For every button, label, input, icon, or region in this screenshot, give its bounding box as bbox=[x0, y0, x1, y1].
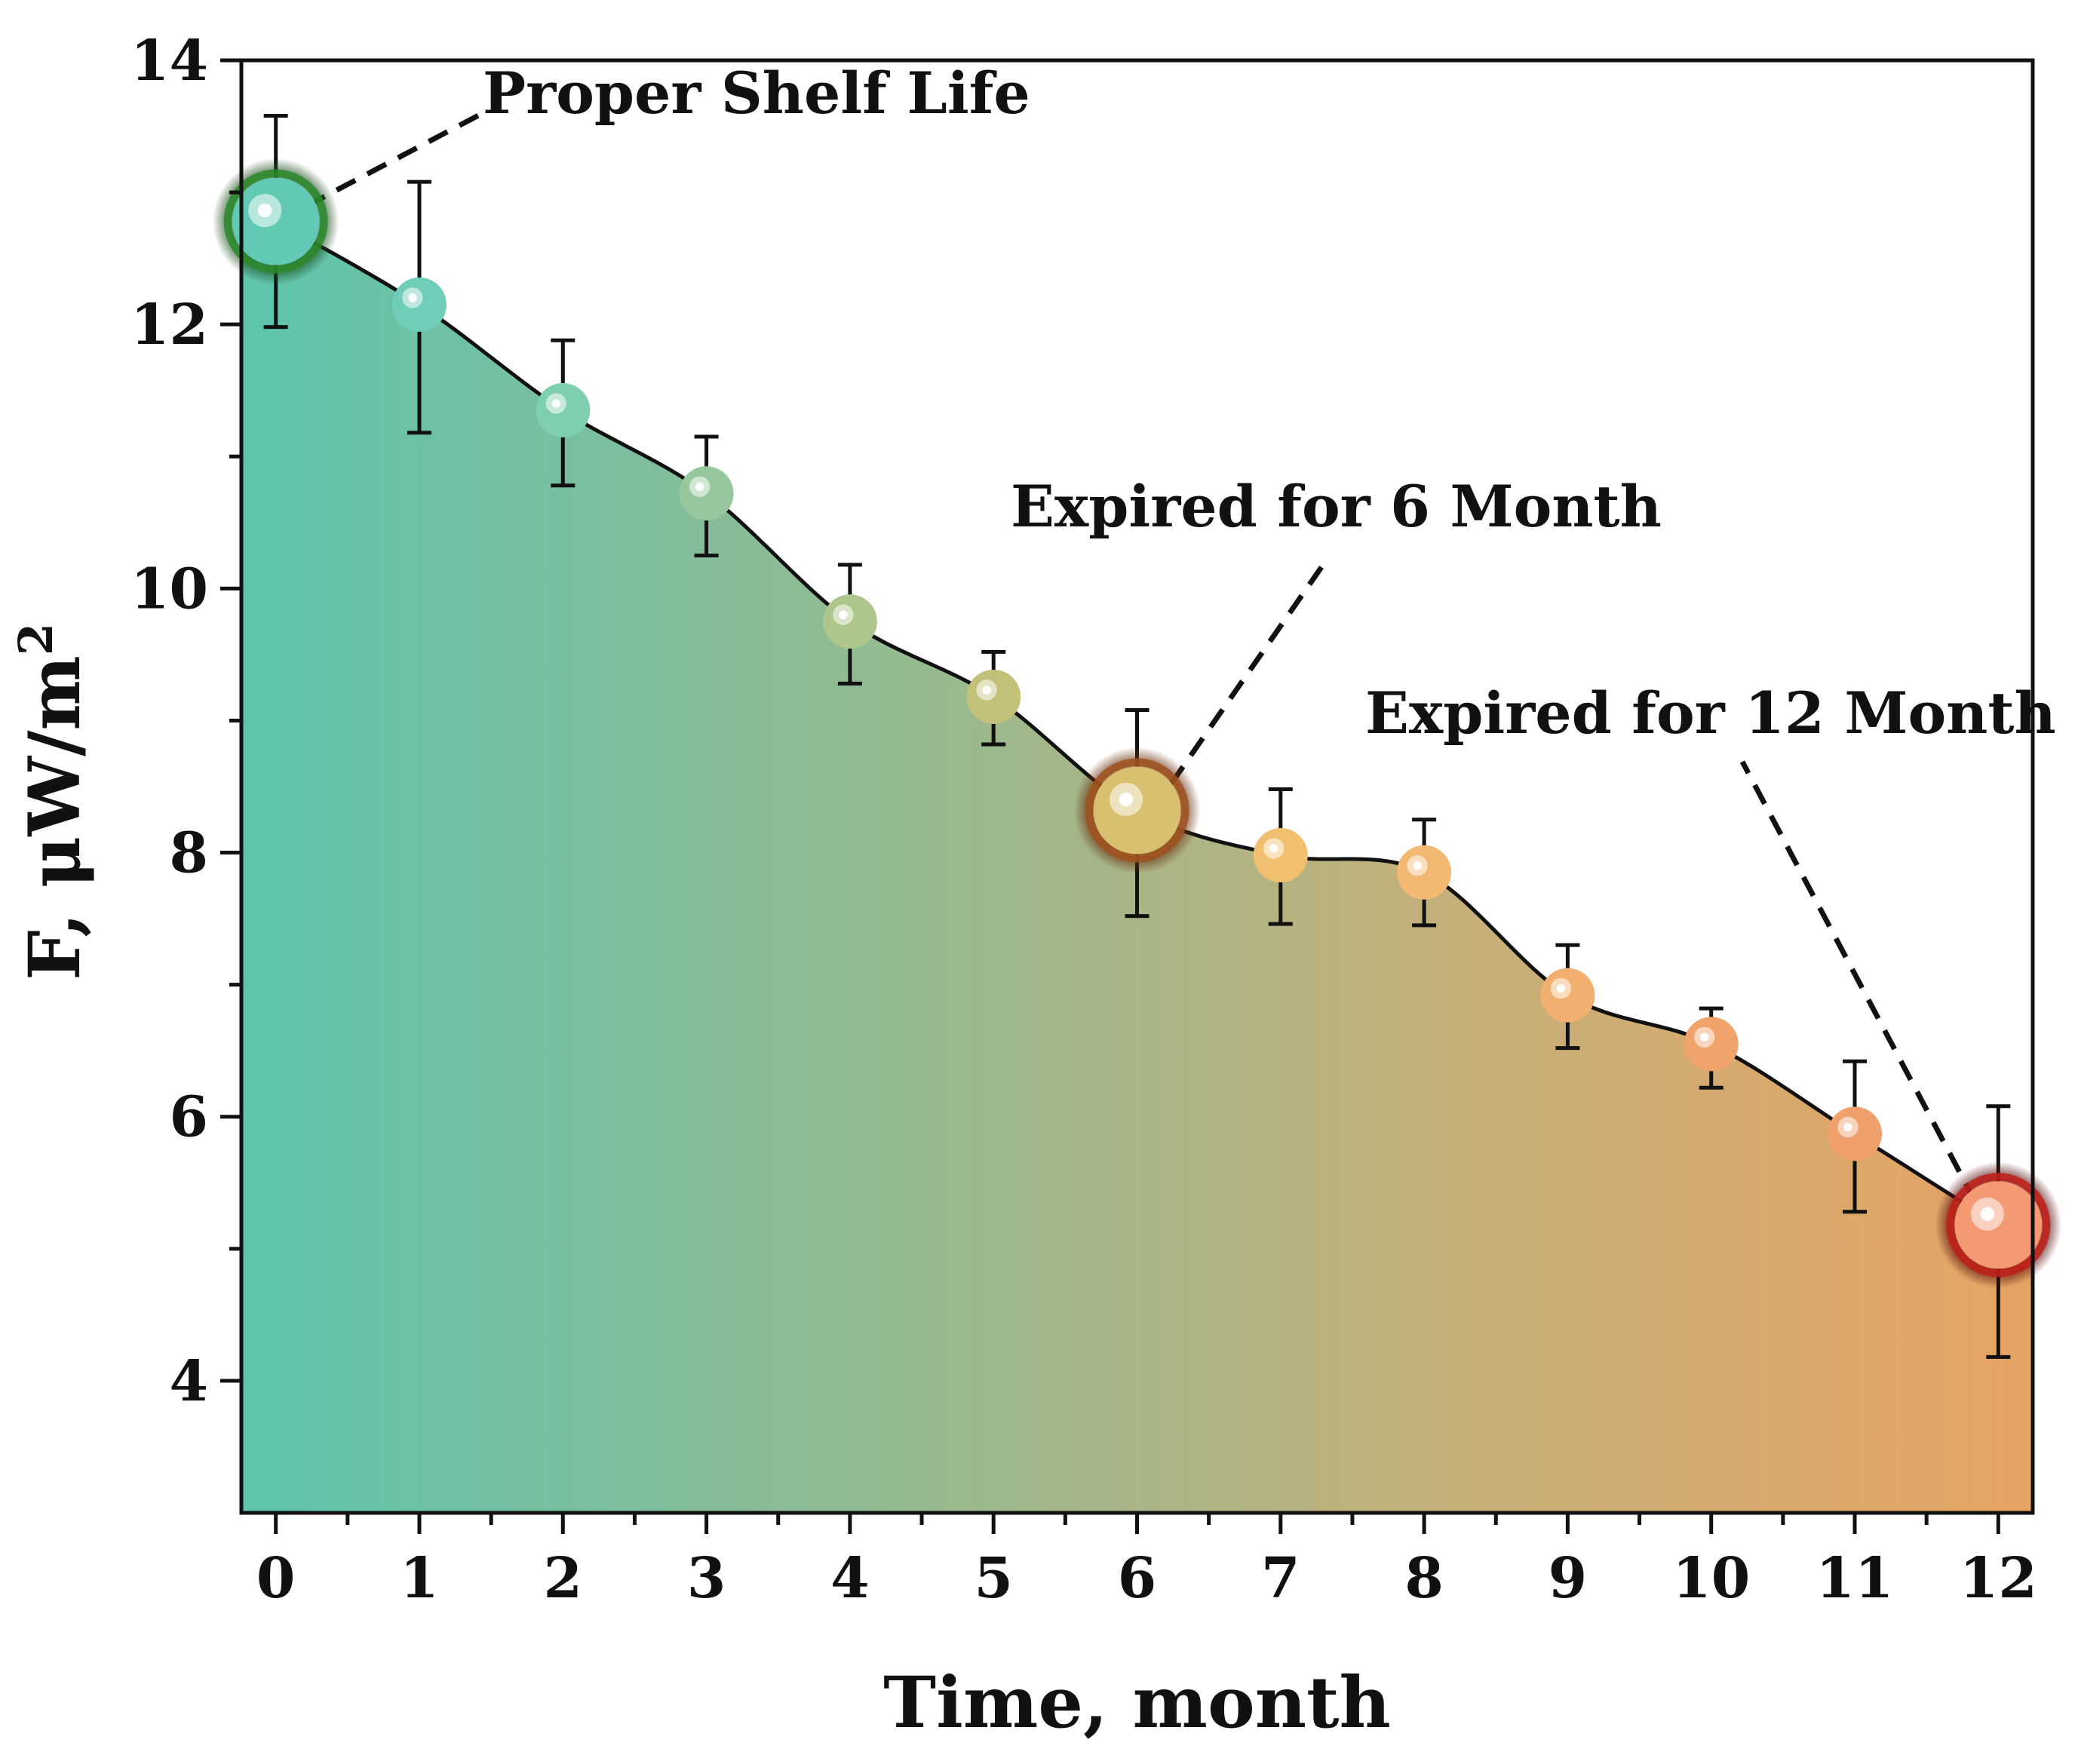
x-axis-title: Time, month bbox=[883, 1661, 1391, 1744]
x-tick-label: 3 bbox=[687, 1546, 726, 1611]
y-tick-label: 6 bbox=[170, 1085, 209, 1150]
y-axis-title-main: F, μW/m bbox=[14, 655, 97, 980]
data-point bbox=[1684, 1017, 1739, 1072]
data-point bbox=[1828, 1106, 1883, 1161]
annotation-leaders bbox=[305, 110, 1978, 1204]
leader-line bbox=[1739, 760, 1978, 1204]
x-tick-label: 10 bbox=[1672, 1546, 1750, 1611]
data-point bbox=[679, 466, 734, 521]
x-tick-labels: 0 1 2 3 4 5 6 7 8 9 10 11 12 bbox=[256, 1546, 2037, 1611]
data-point bbox=[536, 382, 591, 437]
y-tick-label: 14 bbox=[130, 29, 208, 94]
data-point bbox=[1253, 828, 1308, 883]
annotation-label: Expired for 6 Month bbox=[1011, 473, 1662, 540]
x-tick-label: 0 bbox=[256, 1546, 296, 1611]
x-tick-label: 2 bbox=[544, 1546, 583, 1611]
y-axis-title-superscript: 2 bbox=[8, 623, 63, 655]
x-tick-label: 8 bbox=[1404, 1546, 1444, 1611]
annotations: Proper Shelf Life Expired for 6 Month Expi… bbox=[483, 60, 2056, 747]
x-tick-label: 1 bbox=[400, 1546, 439, 1611]
y-tick-label: 4 bbox=[170, 1349, 209, 1414]
annotation-label: Expired for 12 Month bbox=[1365, 680, 2056, 747]
highlight-data-point bbox=[212, 158, 339, 285]
y-tick-labels: 4 6 8 10 12 14 bbox=[130, 29, 208, 1414]
y-tick-label: 12 bbox=[130, 293, 208, 357]
x-tick-label: 5 bbox=[974, 1546, 1013, 1611]
y-tick-label: 8 bbox=[170, 821, 209, 886]
leader-line bbox=[1168, 566, 1324, 786]
highlight-data-point bbox=[1073, 747, 1201, 874]
y-tick-label: 10 bbox=[130, 557, 208, 621]
data-markers bbox=[212, 158, 2062, 1289]
leader-line bbox=[305, 110, 484, 209]
data-point bbox=[1540, 968, 1595, 1023]
highlight-data-point bbox=[1935, 1161, 2062, 1289]
x-tick-label: 6 bbox=[1118, 1546, 1157, 1611]
data-point bbox=[822, 594, 877, 649]
y-axis-title: F, μW/m2 bbox=[8, 623, 97, 980]
x-tick-label: 11 bbox=[1816, 1546, 1894, 1611]
data-point bbox=[391, 277, 447, 332]
annotation-label: Proper Shelf Life bbox=[483, 60, 1030, 127]
axis-ticks bbox=[220, 58, 2000, 1534]
x-tick-label: 4 bbox=[830, 1546, 870, 1611]
x-tick-label: 9 bbox=[1549, 1546, 1588, 1611]
x-tick-label: 12 bbox=[1960, 1546, 2037, 1611]
data-point bbox=[966, 669, 1021, 724]
data-point bbox=[1397, 845, 1452, 900]
x-tick-label: 7 bbox=[1261, 1546, 1300, 1611]
